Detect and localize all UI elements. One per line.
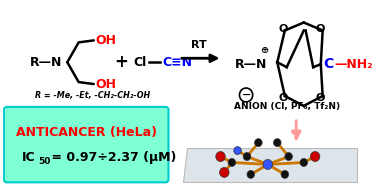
Text: C: C: [324, 57, 334, 71]
Text: OH: OH: [96, 34, 117, 47]
Text: R—N: R—N: [30, 56, 63, 69]
Polygon shape: [183, 147, 357, 182]
FancyBboxPatch shape: [4, 107, 169, 182]
Circle shape: [281, 170, 289, 178]
Circle shape: [243, 153, 251, 161]
Circle shape: [216, 152, 225, 161]
Circle shape: [228, 158, 235, 166]
Circle shape: [300, 158, 308, 166]
Circle shape: [274, 139, 281, 147]
Circle shape: [254, 139, 262, 147]
Text: R = -Me, -Et, -CH₂-CH₂-OH: R = -Me, -Et, -CH₂-CH₂-OH: [35, 92, 150, 100]
Text: Cl: Cl: [133, 56, 147, 69]
Text: ANTICANCER (HeLa): ANTICANCER (HeLa): [16, 126, 157, 139]
Text: −: −: [242, 90, 251, 100]
Circle shape: [247, 170, 254, 178]
Text: ⊕: ⊕: [260, 45, 268, 55]
Text: +: +: [114, 53, 128, 71]
Text: R—N: R—N: [235, 58, 267, 71]
Text: O: O: [315, 93, 325, 103]
Text: O: O: [315, 25, 325, 34]
Circle shape: [234, 147, 241, 155]
Circle shape: [220, 167, 229, 177]
Text: RT: RT: [191, 40, 207, 50]
Text: ANION (Cl, PF₆, Tf₂N): ANION (Cl, PF₆, Tf₂N): [234, 102, 340, 111]
Circle shape: [263, 160, 273, 169]
Circle shape: [285, 153, 293, 161]
Text: 50: 50: [38, 157, 50, 166]
Text: = 0.97÷2.37 (μM): = 0.97÷2.37 (μM): [46, 151, 176, 164]
Circle shape: [310, 152, 320, 161]
Text: C≡N: C≡N: [162, 56, 192, 69]
Text: O: O: [278, 25, 288, 34]
Text: OH: OH: [96, 78, 117, 91]
Text: IC: IC: [22, 151, 36, 164]
Text: O: O: [278, 93, 288, 103]
Text: —NH₂: —NH₂: [334, 58, 373, 71]
